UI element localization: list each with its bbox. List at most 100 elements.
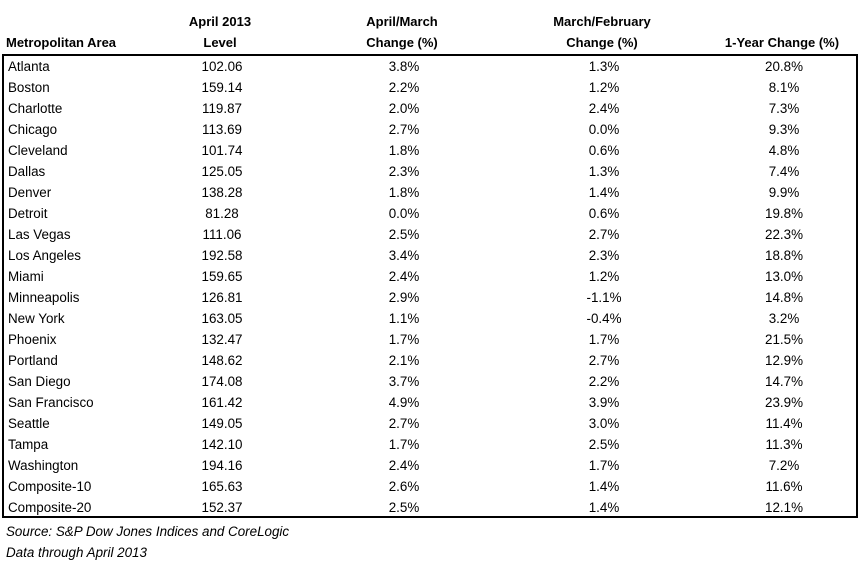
cell-metropolitan-area: Charlotte: [8, 101, 63, 116]
cell-metropolitan-area: New York: [8, 311, 65, 326]
table-notes: Source: S&P Dow Jones Indices and CoreLo…: [6, 521, 289, 563]
cell-march-february-change: 2.3%: [588, 248, 620, 263]
cell-march-february-change: 1.2%: [588, 269, 620, 284]
cell-one-year-change: 20.8%: [765, 59, 803, 74]
header-level: April 2013 Level: [165, 11, 275, 53]
cell-level: 194.16: [201, 458, 243, 473]
cell-april-march-change: 1.8%: [388, 143, 420, 158]
cell-metropolitan-area: Cleveland: [8, 143, 68, 158]
cell-one-year-change: 14.8%: [765, 290, 803, 305]
cell-metropolitan-area: Boston: [8, 80, 50, 95]
cell-level: 174.08: [201, 374, 243, 389]
cell-march-february-change: 0.0%: [588, 122, 620, 137]
cell-april-march-change: 2.0%: [388, 101, 420, 116]
table-row: Charlotte 119.87 2.0% 2.4% 7.3%: [4, 98, 856, 119]
cell-march-february-change: -1.1%: [586, 290, 622, 305]
cell-april-march-change: 1.8%: [388, 185, 420, 200]
table-row: Detroit 81.28 0.0% 0.6% 19.8%: [4, 203, 856, 224]
cell-level: 149.05: [201, 416, 243, 431]
home-price-table: Metropolitan Area April 2013 Level April…: [2, 7, 860, 518]
cell-april-march-change: 1.7%: [388, 437, 420, 452]
cell-march-february-change: -0.4%: [586, 311, 622, 326]
table-body: Atlanta 102.06 3.8% 1.3% 20.8% Boston 159.14 2.…: [2, 54, 858, 518]
cell-april-march-change: 1.7%: [388, 332, 420, 347]
cell-metropolitan-area: Detroit: [8, 206, 48, 221]
cell-march-february-change: 3.0%: [588, 416, 620, 431]
header-april-march-line2: Change (%): [366, 35, 438, 50]
cell-april-march-change: 0.0%: [388, 206, 420, 221]
cell-april-march-change: 3.8%: [388, 59, 420, 74]
table-row: Portland 148.62 2.1% 2.7% 12.9%: [4, 350, 856, 371]
table-row: Denver 138.28 1.8% 1.4% 9.9%: [4, 182, 856, 203]
cell-level: 119.87: [202, 101, 242, 116]
cell-level: 192.58: [201, 248, 243, 263]
cell-metropolitan-area: Portland: [8, 353, 58, 368]
cell-level: 138.28: [201, 185, 243, 200]
table-row: Washington 194.16 2.4% 1.7% 7.2%: [4, 455, 856, 476]
table-row: Phoenix 132.47 1.7% 1.7% 21.5%: [4, 329, 856, 350]
cell-metropolitan-area: Atlanta: [8, 59, 50, 74]
cell-one-year-change: 7.3%: [768, 101, 800, 116]
cell-level: 111.06: [202, 227, 242, 242]
cell-april-march-change: 3.4%: [388, 248, 420, 263]
cell-april-march-change: 2.7%: [388, 416, 420, 431]
cell-one-year-change: 9.9%: [768, 185, 800, 200]
cell-one-year-change: 3.2%: [768, 311, 800, 326]
cell-april-march-change: 4.9%: [388, 395, 420, 410]
cell-metropolitan-area: Minneapolis: [8, 290, 80, 305]
cell-one-year-change: 7.4%: [768, 164, 800, 179]
cell-level: 125.05: [201, 164, 243, 179]
cell-level: 165.63: [201, 479, 243, 494]
cell-march-february-change: 2.4%: [588, 101, 620, 116]
cell-march-february-change: 0.6%: [588, 206, 620, 221]
header-level-line1: April 2013: [188, 14, 252, 29]
table-row: Dallas 125.05 2.3% 1.3% 7.4%: [4, 161, 856, 182]
cell-one-year-change: 14.7%: [765, 374, 803, 389]
cell-march-february-change: 3.9%: [588, 395, 620, 410]
cell-metropolitan-area: Composite-20: [8, 500, 92, 515]
cell-one-year-change: 21.5%: [765, 332, 803, 347]
cell-one-year-change: 13.0%: [765, 269, 803, 284]
cell-one-year-change: 11.6%: [765, 479, 803, 494]
cell-april-march-change: 3.7%: [388, 374, 420, 389]
source-note: Source: S&P Dow Jones Indices and CoreLo…: [6, 524, 290, 539]
header-one-year-change: 1-Year Change (%): [724, 35, 840, 50]
table-row: Seattle 149.05 2.7% 3.0% 11.4%: [4, 413, 856, 434]
table-row: Las Vegas 111.06 2.5% 2.7% 22.3%: [4, 224, 856, 245]
cell-metropolitan-area: Washington: [8, 458, 79, 473]
cell-metropolitan-area: Seattle: [8, 416, 50, 431]
cell-one-year-change: 23.9%: [765, 395, 803, 410]
cell-one-year-change: 8.1%: [768, 80, 800, 95]
cell-level: 159.65: [201, 269, 243, 284]
cell-metropolitan-area: San Francisco: [8, 395, 94, 410]
cell-march-february-change: 1.3%: [588, 164, 620, 179]
cell-april-march-change: 2.1%: [388, 353, 420, 368]
cell-metropolitan-area: Composite-10: [8, 479, 92, 494]
cell-march-february-change: 1.7%: [588, 332, 620, 347]
header-metropolitan-area: Metropolitan Area: [6, 35, 117, 50]
cell-metropolitan-area: Los Angeles: [8, 248, 81, 263]
cell-march-february-change: 1.4%: [588, 185, 620, 200]
cell-level: 113.69: [202, 122, 242, 137]
cell-one-year-change: 22.3%: [765, 227, 803, 242]
header-april-march-change: April/March Change (%): [332, 11, 472, 53]
cell-april-march-change: 2.5%: [388, 500, 420, 515]
cell-march-february-change: 1.2%: [588, 80, 620, 95]
table-row: San Diego 174.08 3.7% 2.2% 14.7%: [4, 371, 856, 392]
cell-march-february-change: 2.2%: [588, 374, 620, 389]
cell-one-year-change: 4.8%: [768, 143, 800, 158]
data-through-note: Data through April 2013: [6, 545, 147, 560]
table-row: Boston 159.14 2.2% 1.2% 8.1%: [4, 77, 856, 98]
cell-metropolitan-area: Chicago: [8, 122, 58, 137]
header-march-february-change: March/February Change (%): [522, 11, 682, 53]
cell-march-february-change: 1.7%: [588, 458, 620, 473]
table-row: Composite-20 152.37 2.5% 1.4% 12.1%: [4, 497, 856, 518]
table-row: Tampa 142.10 1.7% 2.5% 11.3%: [4, 434, 856, 455]
cell-march-february-change: 0.6%: [588, 143, 620, 158]
cell-april-march-change: 2.7%: [388, 122, 420, 137]
cell-april-march-change: 2.2%: [388, 80, 420, 95]
cell-march-february-change: 2.7%: [588, 353, 620, 368]
table-row: Chicago 113.69 2.7% 0.0% 9.3%: [4, 119, 856, 140]
cell-level: 101.74: [201, 143, 243, 158]
cell-one-year-change: 19.8%: [765, 206, 803, 221]
